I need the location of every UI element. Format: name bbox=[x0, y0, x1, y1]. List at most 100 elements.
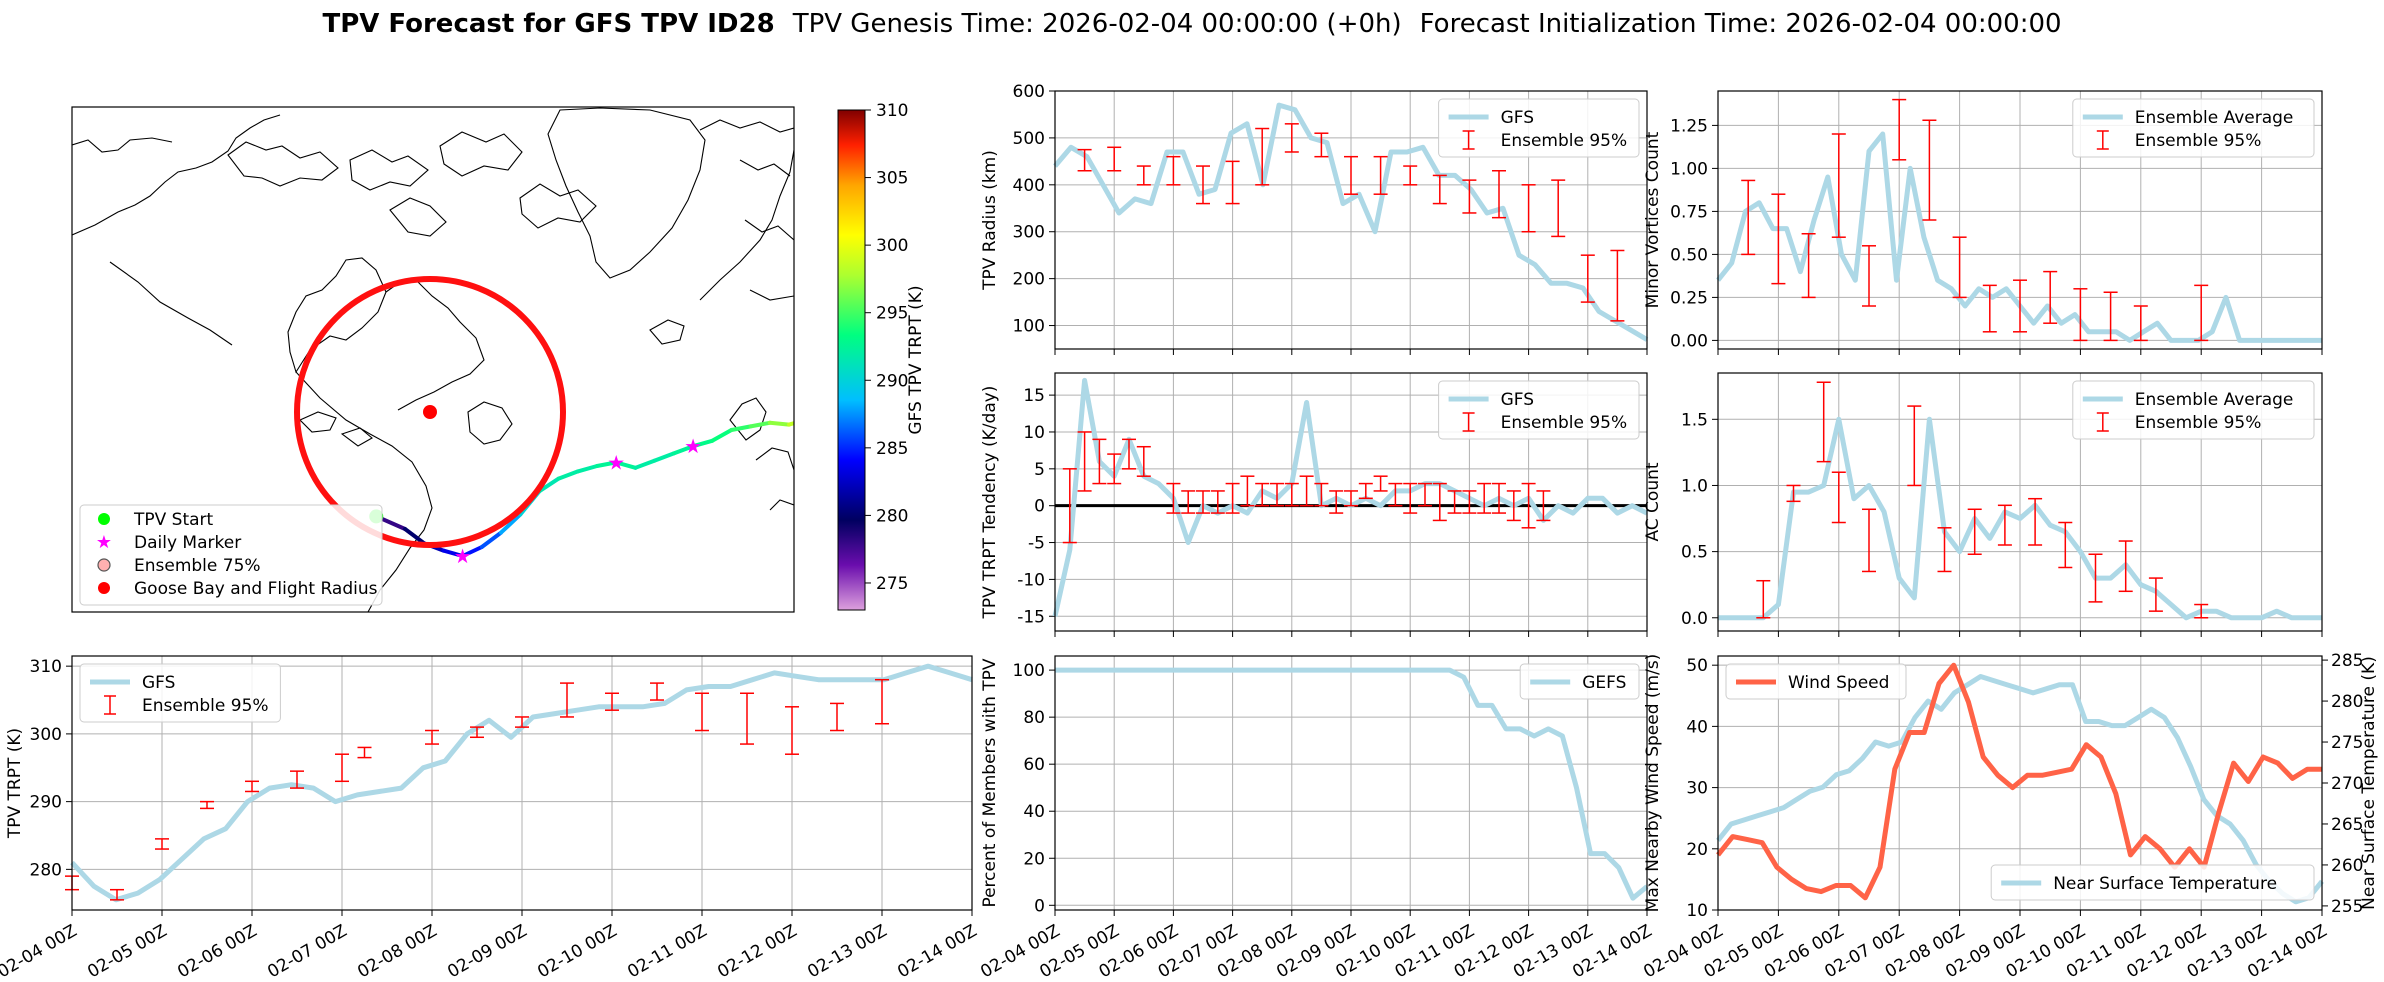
ensemble-error-bar bbox=[1907, 405, 1922, 487]
y-tick-label: 280 bbox=[30, 860, 62, 880]
ensemble-error-bar bbox=[1255, 127, 1270, 186]
ensemble-error-bar bbox=[2043, 270, 2058, 324]
ensemble-error-bar bbox=[1122, 438, 1136, 470]
y-tick-label: 290 bbox=[30, 793, 62, 813]
track-segment bbox=[671, 444, 696, 456]
map-legend: TPV Start ★ Daily Marker Ensemble 75% Go… bbox=[79, 504, 383, 606]
y2-tick-label: 285 bbox=[2331, 651, 2363, 671]
ensemble-error-bar bbox=[1344, 155, 1358, 195]
ensemble-error-bar bbox=[1225, 482, 1240, 514]
panel-tendency: -15 -10 -5 0 5 10 15 TPV TRPT Tendency (K/day) G… bbox=[980, 372, 1649, 637]
ensemble-error-bar bbox=[1284, 123, 1299, 153]
y-tick-label: -10 bbox=[1017, 570, 1045, 590]
y-tick-label: 200 bbox=[1013, 270, 1045, 290]
track-segment bbox=[710, 428, 734, 443]
ensemble-error-bar bbox=[2194, 603, 2209, 619]
ensemble-error-bar bbox=[290, 770, 304, 789]
island-1 bbox=[227, 141, 339, 187]
ensemble-error-bar bbox=[1997, 504, 2012, 546]
axes-frame bbox=[1054, 90, 1648, 350]
y-tick-label: 0.75 bbox=[1670, 202, 1708, 222]
border-2 bbox=[744, 219, 794, 241]
y-tick-label: 1.5 bbox=[1681, 410, 1708, 430]
colorbar-tick-label: 310 bbox=[876, 101, 908, 121]
ensemble-error-bar bbox=[1373, 475, 1388, 492]
ensemble-error-bar bbox=[1432, 482, 1447, 522]
legend: Ensemble Average Ensemble 95% bbox=[2072, 98, 2315, 158]
y-tick-label: 60 bbox=[1023, 755, 1045, 775]
y-tick-label: 0.50 bbox=[1670, 245, 1708, 265]
border-1 bbox=[739, 159, 791, 177]
ensemble-error-bar bbox=[1521, 184, 1536, 233]
title-genesis: TPV Genesis Time: 2026-02-04 00:00:00 (+… bbox=[792, 9, 1402, 39]
coastline-newfoundland bbox=[467, 401, 513, 445]
ensemble-error-bar bbox=[1166, 482, 1181, 514]
track-segment bbox=[787, 421, 794, 427]
ensemble-error-bar bbox=[560, 682, 574, 718]
legend-goose-icon bbox=[98, 582, 110, 594]
colorbar-tick-label: 305 bbox=[876, 169, 908, 189]
y-tick-label: 310 bbox=[30, 657, 62, 677]
ensemble-error-bar bbox=[2194, 284, 2209, 342]
flight-radius-circle bbox=[294, 276, 566, 548]
ensemble-error-bar bbox=[1418, 482, 1432, 507]
ensemble-error-bar bbox=[470, 726, 484, 739]
ensemble-error-bar bbox=[1077, 148, 1092, 172]
axes-frame bbox=[1054, 655, 1648, 911]
ensemble-error-bar bbox=[2058, 521, 2073, 569]
track-segment bbox=[633, 458, 657, 470]
ensemble-error-bar bbox=[1922, 119, 1937, 221]
ensemble-error-bar bbox=[650, 682, 664, 701]
legend-label: Near Surface Temperature bbox=[2053, 874, 2277, 894]
y-tick-label: 30 bbox=[1686, 779, 1708, 799]
legend-box bbox=[1725, 663, 1907, 700]
ensemble-error-bar bbox=[1551, 179, 1566, 238]
coastline-france bbox=[755, 447, 794, 471]
ensemble-error-bar bbox=[1092, 438, 1107, 485]
legend-label: GFS bbox=[1501, 390, 1534, 410]
legend-box bbox=[2072, 380, 2315, 440]
map-panel: ★ ★ ★ ★ TPV Start ★ Daily Marker Ensemble 7… bbox=[71, 101, 926, 613]
colorbar-tick-label: 285 bbox=[876, 439, 908, 459]
ensemble-error-bar bbox=[2103, 291, 2118, 342]
y-tick-label: 300 bbox=[30, 725, 62, 745]
title-init: Forecast Initialization Time: 2026-02-04… bbox=[1420, 9, 2062, 39]
colorbar-label: GFS TPV TRPT (K) bbox=[906, 285, 926, 434]
legend-goose-label: Goose Bay and Flight Radius bbox=[134, 579, 378, 599]
legend-label: Ensemble Average bbox=[2135, 390, 2294, 410]
colorbar-tick-label: 275 bbox=[876, 574, 908, 594]
ensemble-error-bar bbox=[1580, 254, 1595, 303]
daily-marker: ★ bbox=[684, 434, 702, 458]
coastline-west bbox=[109, 261, 233, 346]
track-segment bbox=[767, 420, 792, 427]
y2-tick-label: 275 bbox=[2331, 733, 2363, 753]
ensemble-error-bar bbox=[1892, 98, 1907, 161]
ensemble-error-bar bbox=[1373, 155, 1388, 195]
y-tick-label: 1.00 bbox=[1670, 159, 1708, 179]
legend-daily-label: Daily Marker bbox=[134, 533, 241, 553]
ensemble-error-bar bbox=[1344, 490, 1358, 507]
ensemble-error-bar bbox=[245, 780, 259, 793]
ensemble-error-bar bbox=[357, 746, 372, 759]
colorbar-tick-label: 300 bbox=[876, 236, 908, 256]
ensemble-error-bar bbox=[1610, 249, 1625, 322]
y-tick-label: 15 bbox=[1023, 386, 1045, 406]
ensemble-error-bar bbox=[1403, 482, 1418, 514]
figure-title: TPV Forecast for GFS TPV ID28 TPV Genesis… bbox=[322, 9, 2061, 39]
legend-label: Ensemble 95% bbox=[2135, 413, 2262, 433]
ensemble-error-bar bbox=[1270, 482, 1284, 507]
y2-tick-label: 265 bbox=[2331, 815, 2363, 835]
ensemble-error-bar bbox=[2088, 553, 2103, 603]
y2-tick-label: 255 bbox=[2331, 897, 2363, 917]
legend-start-label: TPV Start bbox=[133, 510, 214, 530]
legend-label: Wind Speed bbox=[1788, 673, 1889, 693]
series-line bbox=[1718, 416, 2322, 621]
ensemble-error-bar bbox=[2148, 577, 2163, 612]
x-tick-label: 02-12 00Z bbox=[714, 921, 800, 982]
track-segment bbox=[691, 438, 715, 449]
legend-label: GEFS bbox=[1582, 673, 1626, 693]
legend-box bbox=[79, 663, 281, 723]
y-tick-label: 400 bbox=[1013, 176, 1045, 196]
